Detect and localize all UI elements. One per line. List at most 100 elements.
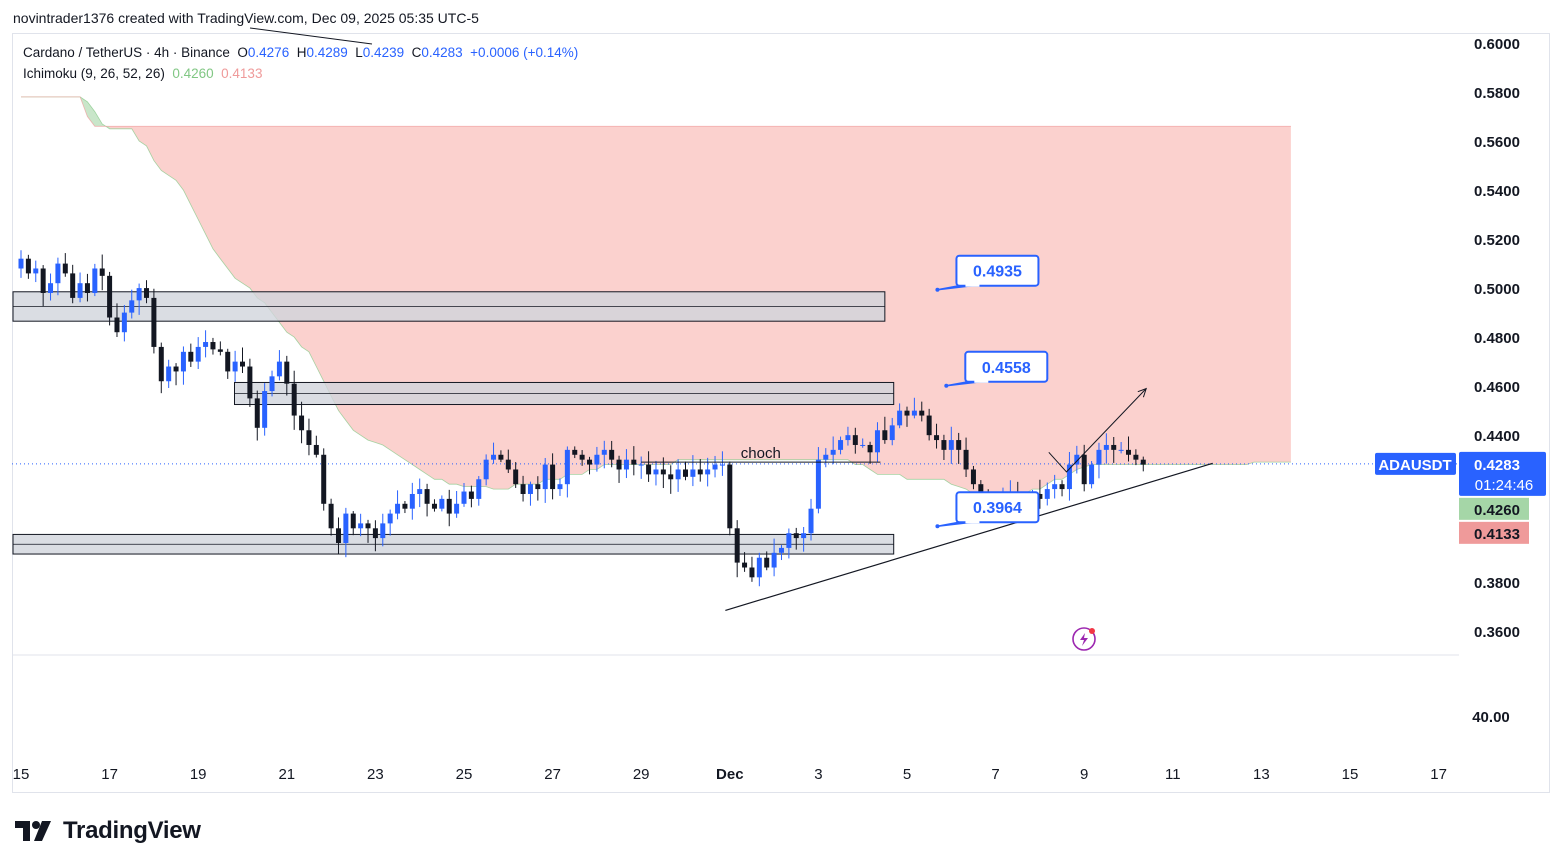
- target-label-mid-pointer-mask: [974, 378, 989, 383]
- target-label-low-pointer-mask: [965, 519, 980, 524]
- candle-body: [321, 454, 327, 504]
- candle-body: [387, 513, 393, 524]
- target-label-high-text: 0.4935: [973, 264, 1022, 281]
- candle-body: [395, 503, 401, 514]
- candle-body: [365, 523, 371, 529]
- candle-body: [572, 449, 578, 455]
- candle-body: [136, 288, 142, 301]
- candle-body: [520, 484, 526, 494]
- zones[interactable]: [12, 291, 895, 555]
- candle-body: [166, 366, 172, 382]
- candle-body: [262, 391, 268, 428]
- candle-body: [217, 349, 223, 352]
- candle-body: [697, 469, 703, 475]
- price-tick-label: 0.4400: [1474, 428, 1520, 445]
- candle-body: [786, 533, 792, 548]
- legend-change: +0.0006 (+0.14%): [470, 45, 579, 60]
- candle-body: [468, 491, 474, 499]
- candle-body: [129, 300, 135, 313]
- symbol-tag: [1375, 452, 1456, 475]
- time-tick-label: 27: [544, 766, 561, 783]
- candle-body: [439, 498, 445, 509]
- time-tick-label: 3: [814, 766, 822, 783]
- candle-body: [823, 454, 829, 460]
- symbol-tag-text: ADAUSDT: [1378, 457, 1451, 474]
- candle-body: [712, 464, 718, 470]
- legend-o-label: O: [237, 45, 248, 60]
- candle-body: [380, 523, 386, 539]
- candle-body: [1074, 454, 1080, 465]
- legend-l-label: L: [355, 45, 363, 60]
- target-label-mid-anchor: [944, 383, 949, 388]
- candle-body: [99, 268, 105, 276]
- candle-body: [564, 449, 570, 485]
- candle-body: [1052, 484, 1058, 490]
- candle-body: [1066, 464, 1072, 490]
- candle-body: [1126, 449, 1131, 455]
- price-axis[interactable]: 0.6000 0.5800 0.5600 0.5400 0.5200 0.5000 0.48…: [1472, 36, 1520, 726]
- candle-body: [18, 258, 24, 269]
- candle-body: [764, 557, 770, 568]
- alert-lightning-icon[interactable]: [1072, 627, 1096, 651]
- time-tick-label: 5: [903, 766, 911, 783]
- candle-body: [845, 435, 851, 441]
- candle-body: [542, 464, 548, 490]
- drawings[interactable]: choch 0.4935 0.4558 0.3964: [641, 254, 1213, 611]
- time-tick-label: 9: [1080, 766, 1088, 783]
- span-b-tag-text: 0.4133: [1474, 526, 1520, 543]
- candle-body: [594, 454, 600, 465]
- indicator-name[interactable]: Ichimoku (9, 26, 52, 26): [23, 66, 165, 81]
- candle-body: [668, 474, 674, 480]
- candle-body: [276, 361, 282, 377]
- time-tick-label: 21: [278, 766, 295, 783]
- candle-body: [550, 464, 556, 490]
- legend-symbol[interactable]: Cardano / TetherUS · 4h · Binance: [23, 45, 230, 60]
- candle-body: [1140, 459, 1146, 465]
- countdown-text: 01:24:46: [1475, 477, 1533, 494]
- projection-path[interactable]: [1048, 388, 1147, 473]
- candle-body: [210, 342, 216, 350]
- candle-body: [247, 366, 253, 399]
- candle-body: [815, 459, 821, 509]
- tradingview-brand[interactable]: TradingView: [15, 817, 201, 845]
- candle-body: [173, 366, 179, 372]
- target-label-low-box[interactable]: [955, 491, 1040, 524]
- candle-body: [838, 440, 844, 450]
- candle-body: [114, 317, 120, 333]
- time-tick-label: 11: [1165, 766, 1181, 783]
- candle-body: [1037, 493, 1043, 499]
- candle-body: [417, 489, 423, 494]
- span-a-tag: [1459, 497, 1529, 520]
- candle-body: [1111, 444, 1117, 450]
- choch-label: choch: [741, 445, 781, 462]
- candles: [18, 250, 1146, 587]
- candle-body: [1059, 484, 1065, 490]
- candle-body: [1044, 489, 1050, 499]
- candle-body: [424, 489, 430, 504]
- time-tick-label: 17: [1430, 766, 1447, 783]
- candle-body: [77, 283, 83, 298]
- candle-body: [84, 283, 90, 294]
- candle-body: [1133, 454, 1139, 460]
- target-label-high-box[interactable]: [955, 254, 1040, 287]
- time-axis[interactable]: 15 17 19 21 23 25 27 29 Dec 3 5 7 9 11 13 15 17: [13, 766, 1447, 783]
- candle-body: [107, 275, 113, 318]
- candle-body: [254, 398, 260, 428]
- indicator-value-a: 0.4260: [172, 66, 214, 81]
- candle-body: [579, 454, 585, 460]
- target-label-mid-box[interactable]: [964, 350, 1049, 383]
- candle-body: [358, 523, 364, 529]
- candle-body: [180, 351, 186, 372]
- time-tick-label: 15: [1342, 766, 1359, 783]
- candle-body: [409, 493, 415, 509]
- candle-body: [778, 547, 784, 553]
- candle-body: [882, 430, 888, 441]
- legend-c-label: C: [411, 45, 422, 60]
- ascending-trendline[interactable]: [725, 462, 1213, 611]
- candle-body: [941, 440, 947, 450]
- candle-body: [431, 503, 437, 509]
- candle-body: [62, 263, 68, 274]
- candle-body: [742, 562, 748, 568]
- cloud-bullish-segment: [21, 96, 110, 129]
